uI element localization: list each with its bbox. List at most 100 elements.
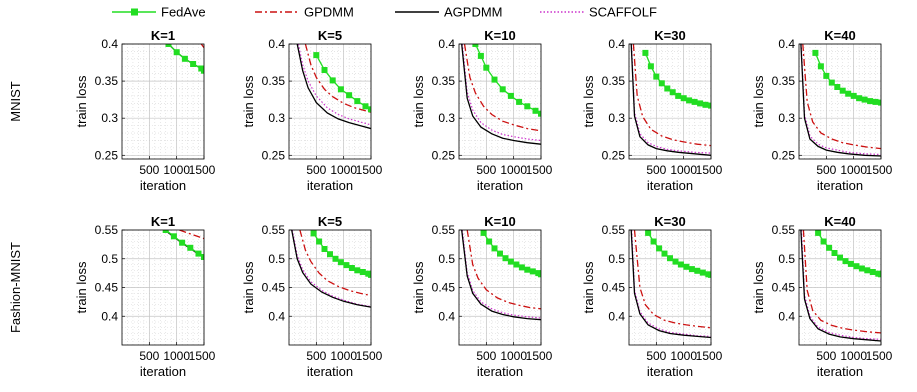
axes-frame [458,43,542,160]
point-fedave [845,90,852,97]
point-fedave [316,238,323,245]
y-tick-label: 0.3 [438,111,455,125]
point-fedave [683,263,690,270]
point-fedave [343,262,350,269]
y-axis-label: train loss [751,75,766,128]
y-tick-label: 0.45 [432,281,456,295]
point-fedave [181,55,188,62]
y-tick-label: 0.55 [772,223,796,237]
x-tick-label: 1500 [526,349,553,363]
series-scaffolf [800,44,881,156]
legend-item-agpdmm: AGPDMM [395,5,503,20]
point-fedave [831,250,838,256]
point-fedave [201,67,204,74]
y-tick-label: 0.4 [268,309,285,323]
panel-title: K=10 [484,214,515,229]
series-fedave [474,44,541,115]
point-fedave [321,246,328,252]
y-tick-label: 0.55 [432,223,456,237]
point-fedave [518,264,525,271]
y-axis-label: train loss [751,261,766,314]
point-fedave [491,76,498,83]
x-axis-label: iteration [307,178,353,193]
point-fedave [708,271,711,278]
legend-label: FedAve [161,5,206,20]
series-agpdmm [296,44,371,130]
y-tick-label: 0.55 [602,223,626,237]
plot-area [459,44,541,159]
point-fedave [828,79,835,86]
y-tick-label: 0.25 [95,148,119,162]
x-axis-label: iteration [140,178,186,193]
point-fedave [672,258,679,265]
series-agpdmm [800,230,881,342]
point-fedave [337,86,344,93]
point-fedave [472,44,479,47]
point-fedave [661,250,668,257]
y-tick-label: 0.35 [262,74,286,88]
y-tick-label: 0.5 [778,252,795,266]
point-fedave [656,245,663,252]
y-tick-label: 0.55 [95,223,119,237]
point-fedave [669,89,676,96]
x-axis-label: iteration [817,178,863,193]
point-fedave [499,86,506,93]
series-gpdmm [299,230,371,297]
point-fedave [313,52,320,59]
axes-frame [288,43,372,160]
legend-marker [131,8,138,16]
series-gpdmm [463,44,541,132]
x-tick-label: 1500 [189,163,216,177]
point-fedave [853,263,860,270]
y-tick-label: 0.45 [95,281,119,295]
point-fedave [680,95,687,102]
point-fedave [837,254,843,261]
point-fedave [675,92,682,99]
point-fedave [513,261,520,268]
x-tick-label: 1500 [866,349,893,363]
x-axis-label: iteration [817,364,863,379]
x-tick-label: 1000 [330,349,357,363]
y-axis-label: train loss [411,75,426,128]
point-fedave [483,64,490,71]
point-fedave [502,255,509,262]
y-axis-label: train loss [241,261,256,314]
point-fedave [658,80,665,87]
point-fedave [820,238,827,245]
point-fedave [538,271,541,278]
series-scaffolf [800,230,881,340]
panel-title: K=40 [824,28,855,43]
point-fedave [329,77,336,84]
series-scaffolf [461,230,541,319]
point-fedave [642,49,649,56]
panel-title: K=30 [654,214,685,229]
legend-item-fedave: FedAve [112,5,206,20]
series-gpdmm [179,230,204,240]
series-agpdmm [800,44,881,157]
y-tick-label: 0.4 [268,37,285,51]
point-fedave [368,271,371,278]
row-label: MNIST [8,81,23,122]
x-tick-label: 1500 [356,163,383,177]
point-fedave [187,244,194,251]
point-fedave [179,239,186,246]
series-group [461,44,541,145]
point-fedave [162,230,169,233]
y-tick-label: 0.25 [602,148,626,162]
panel-title: K=5 [318,28,342,43]
series-group [800,44,881,157]
axes-frame [798,43,882,160]
y-tick-label: 0.4 [778,309,795,323]
series-agpdmm [461,44,541,145]
x-axis-label: iteration [307,364,353,379]
y-tick-label: 0.4 [438,37,455,51]
point-fedave [812,49,819,56]
point-fedave [486,238,493,245]
series-agpdmm [461,230,541,321]
point-fedave [529,268,536,275]
y-tick-label: 0.4 [101,309,118,323]
x-tick-label: 500 [139,349,159,363]
y-tick-label: 0.3 [101,111,118,125]
